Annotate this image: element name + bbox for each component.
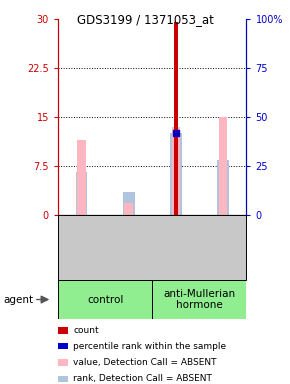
Bar xyxy=(170,133,182,215)
Text: agent: agent xyxy=(3,295,33,305)
Bar xyxy=(58,376,68,382)
Text: percentile rank within the sample: percentile rank within the sample xyxy=(73,342,226,351)
Text: GSM266747: GSM266747 xyxy=(77,220,86,275)
Bar xyxy=(76,172,88,215)
Bar xyxy=(58,343,68,349)
FancyBboxPatch shape xyxy=(58,280,152,319)
Text: value, Detection Call = ABSENT: value, Detection Call = ABSENT xyxy=(73,358,217,367)
Bar xyxy=(217,160,229,215)
FancyBboxPatch shape xyxy=(152,280,246,319)
Bar xyxy=(58,359,68,366)
Bar xyxy=(77,140,86,215)
Text: count: count xyxy=(73,326,99,335)
Text: GSM266748: GSM266748 xyxy=(124,220,133,275)
Bar xyxy=(174,23,178,215)
Bar xyxy=(219,117,227,215)
Text: anti-Mullerian
hormone: anti-Mullerian hormone xyxy=(163,289,235,310)
Bar xyxy=(172,127,180,215)
Text: GSM266750: GSM266750 xyxy=(218,220,227,275)
Bar xyxy=(123,192,135,215)
Bar xyxy=(58,327,68,334)
Text: GDS3199 / 1371053_at: GDS3199 / 1371053_at xyxy=(77,13,213,26)
Bar xyxy=(124,203,133,215)
Text: control: control xyxy=(87,295,123,305)
Text: GSM266749: GSM266749 xyxy=(171,220,180,275)
Text: rank, Detection Call = ABSENT: rank, Detection Call = ABSENT xyxy=(73,374,212,383)
